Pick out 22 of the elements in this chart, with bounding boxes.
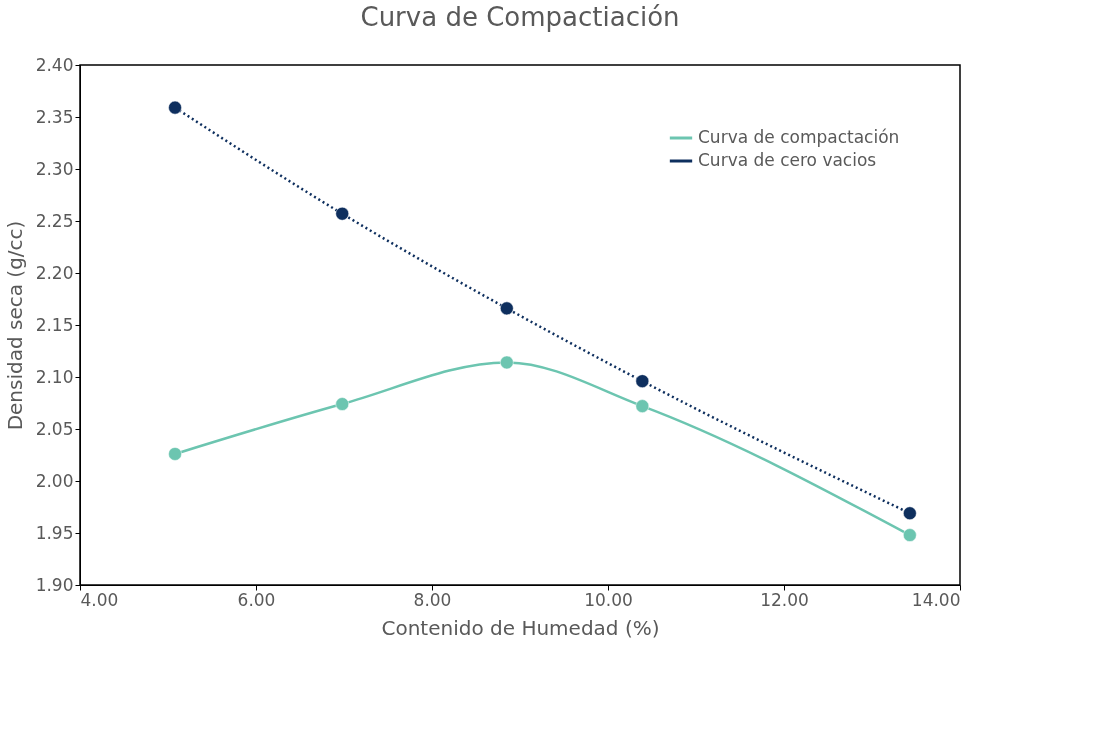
x-tick-label: 4.00 <box>80 589 119 610</box>
y-tick-label: 2.35 <box>35 106 74 127</box>
y-tick-label: 2.30 <box>35 158 74 179</box>
x-tick-label: 14.00 <box>911 589 961 610</box>
y-tick-label: 2.15 <box>35 314 74 335</box>
x-tick-label: 12.00 <box>760 589 809 610</box>
y-tick-label: 2.00 <box>35 470 74 491</box>
y-tick-label: 2.10 <box>35 366 74 387</box>
y-tick-label: 2.20 <box>35 262 74 283</box>
chart-title: Curva de Compactiación <box>360 2 680 32</box>
y-tick-label: 2.40 <box>35 54 74 75</box>
legend-label: Curva de cero vacios <box>698 150 877 170</box>
y-tick-label: 1.95 <box>35 522 74 543</box>
x-axis-title: Contenido de Humedad (%) <box>381 615 660 640</box>
x-tick-label: 8.00 <box>413 589 452 610</box>
x-tick-label: 6.00 <box>237 589 276 610</box>
y-tick-label: 2.25 <box>35 210 74 231</box>
y-axis-title: Densidad seca (g/cc) <box>2 220 27 431</box>
y-tick-label: 1.90 <box>35 574 74 595</box>
x-tick-label: 10.00 <box>584 589 633 610</box>
legend-label: Curva de compactación <box>698 127 900 147</box>
y-tick-label: 2.05 <box>35 418 74 439</box>
